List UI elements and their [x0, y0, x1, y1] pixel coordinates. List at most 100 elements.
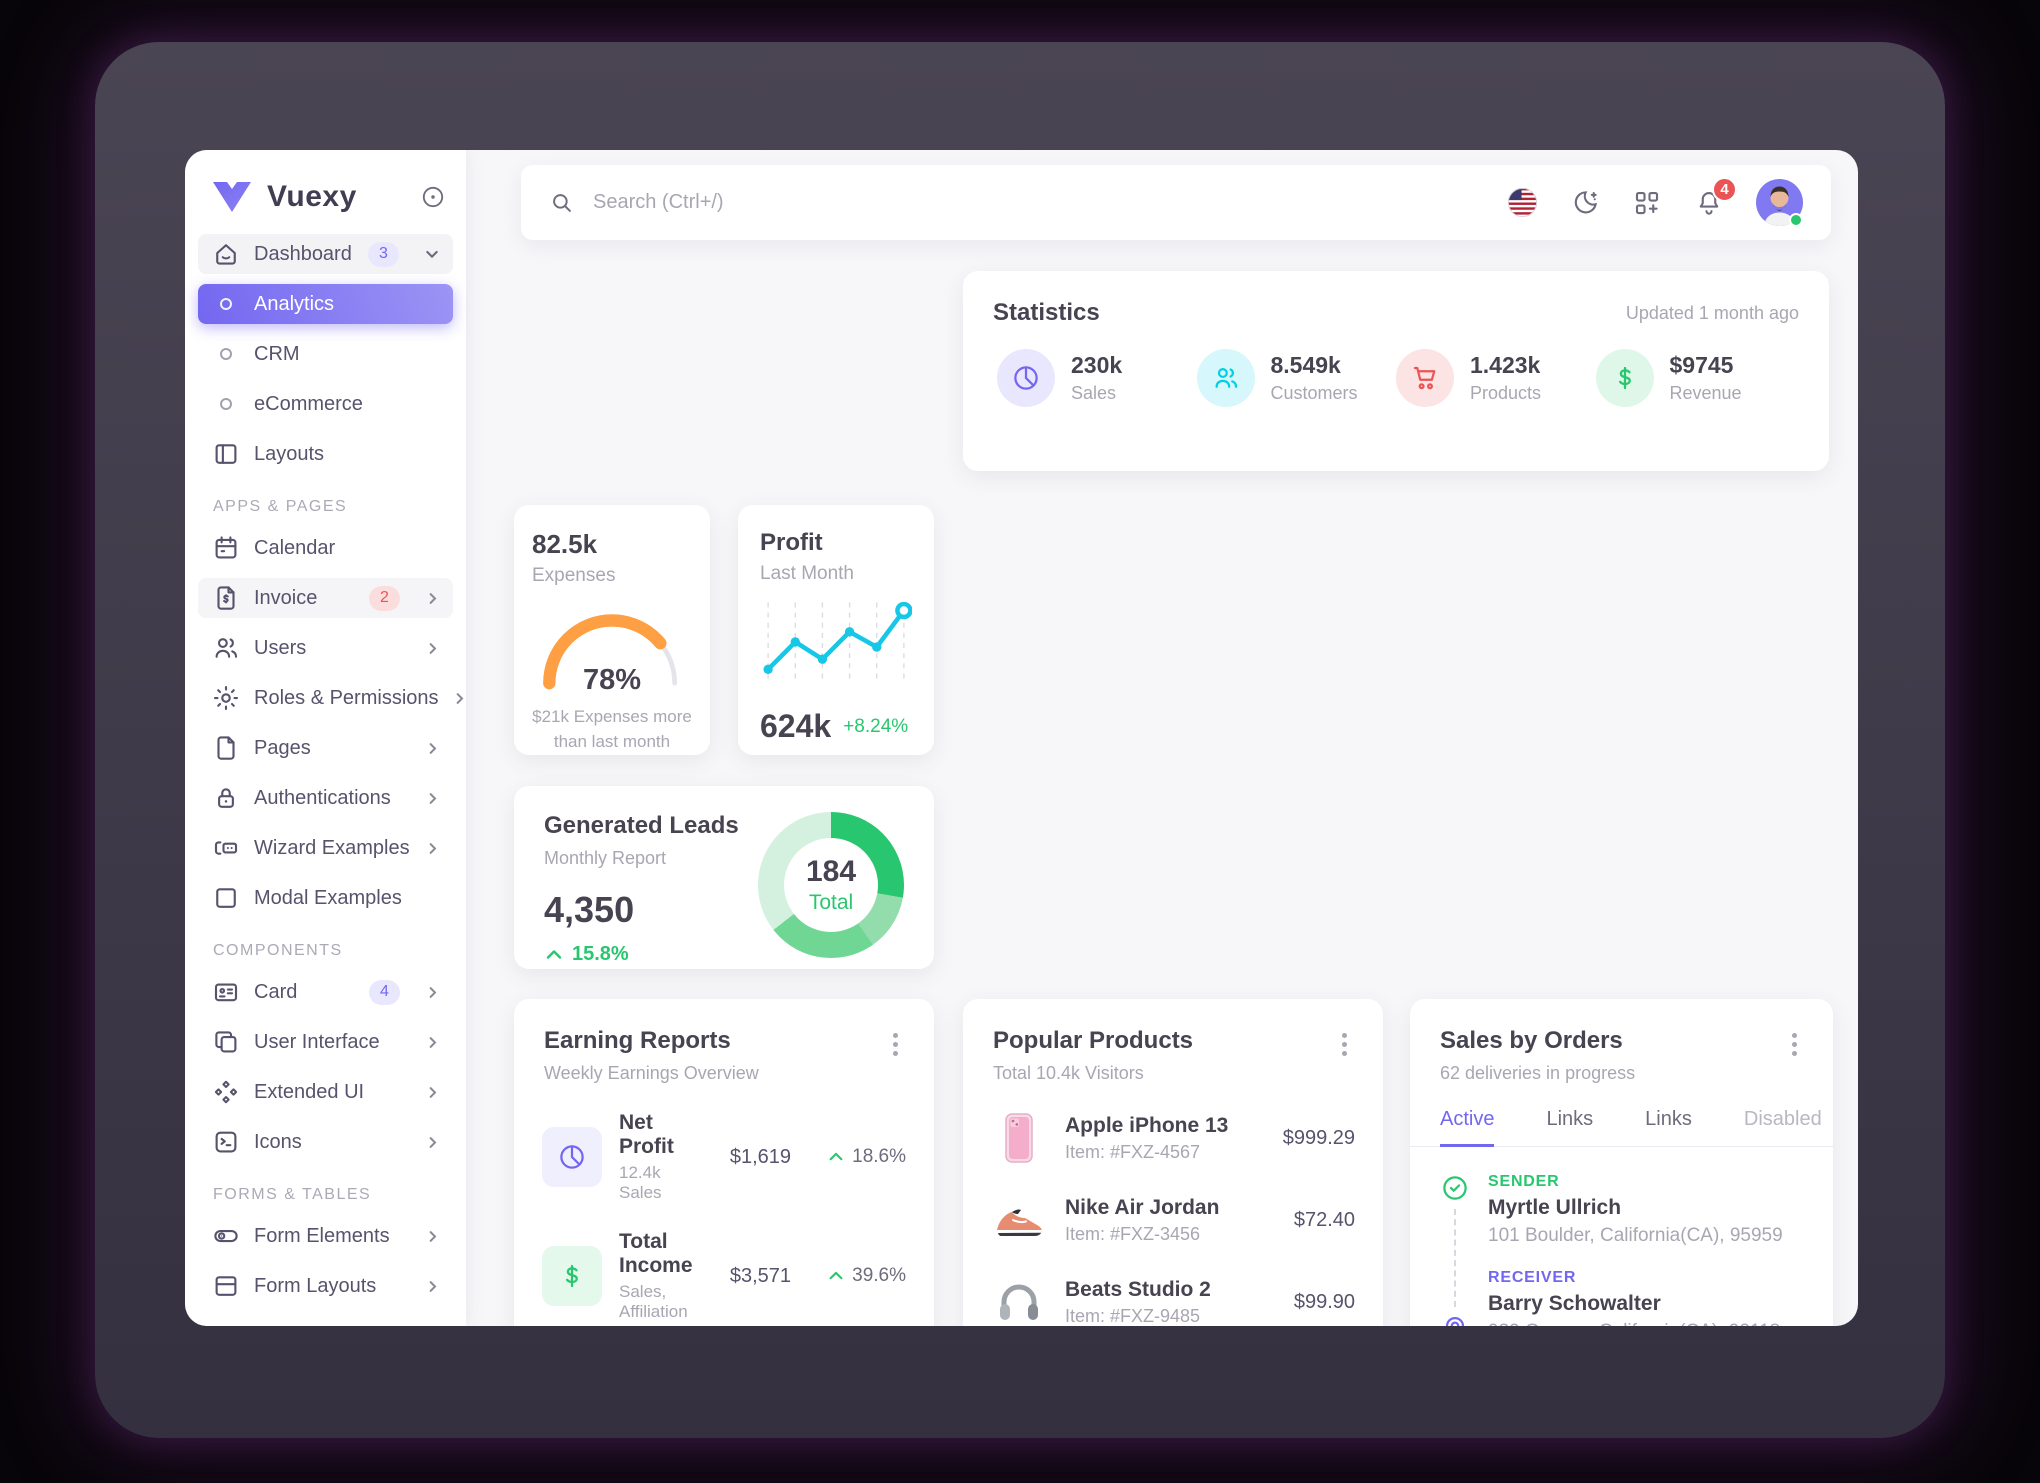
topbar: 4: [521, 165, 1831, 240]
sidebar: Vuexy Dashboard 3 Analytics CRM eC: [185, 150, 466, 1326]
sender-block: SENDER Myrtle Ullrich 101 Boulder, Calif…: [1488, 1173, 1783, 1247]
sidebar-item-crm[interactable]: CRM: [198, 334, 453, 374]
sender-name: Myrtle Ullrich: [1488, 1196, 1622, 1219]
leads-change: 15.8%: [572, 943, 629, 965]
chevron-right-icon: [429, 742, 437, 754]
map-pin-icon: [1445, 1317, 1465, 1326]
sidebar-item-dashboard[interactable]: Dashboard 3: [198, 234, 453, 274]
chevron-right-icon: [456, 692, 463, 704]
users-icon: [1196, 349, 1255, 407]
statistics-updated: Updated 1 month ago: [1625, 303, 1799, 323]
chevron-right-icon: [429, 642, 437, 654]
sidebar-item-roles-permissions[interactable]: Roles & Permissions: [198, 678, 463, 718]
chevron-right-icon: [429, 1086, 437, 1098]
receiver-tag: RECEIVER: [1488, 1269, 1577, 1286]
leads-donut-chart: 184 Total: [758, 812, 904, 958]
vuexy-logo-icon: [213, 182, 251, 212]
sidebar-item-label: Roles & Permissions: [254, 686, 439, 709]
expenses-caption: $21k Expenses more than last month: [532, 707, 692, 751]
sidebar-item-wizard-examples[interactable]: Wizard Examples: [198, 828, 453, 868]
gear-icon: [213, 685, 239, 711]
sidebar-item-label: Modal Examples: [254, 886, 402, 909]
sidebar-item-label: Invoice: [254, 586, 318, 609]
tab-active[interactable]: Active: [1440, 1108, 1495, 1147]
sidebar-section-apps-pages: APPS & PAGES: [213, 498, 348, 515]
moon-icon[interactable]: [1570, 188, 1600, 218]
sidebar-item-users[interactable]: Users: [198, 628, 453, 668]
product-row-sneaker: Nike Air Jordan Item: #FXZ-3456 $72.40: [963, 1192, 1383, 1248]
dollar-icon: [1595, 349, 1654, 407]
generated-leads-card: Generated Leads Monthly Report 4,350 15.…: [514, 786, 934, 969]
sidebar-item-icons[interactable]: Icons: [198, 1122, 453, 1162]
invoice-icon: [217, 586, 235, 610]
notifications-button[interactable]: 4: [1694, 176, 1737, 218]
stat-products: 1.423k Products: [1396, 349, 1596, 407]
tab-links-1[interactable]: Links: [1546, 1108, 1594, 1130]
pie-chart-icon: [997, 349, 1055, 407]
receiver-name: Barry Schowalter: [1488, 1292, 1661, 1315]
sidebar-item-layouts[interactable]: Layouts: [198, 434, 453, 474]
wizard-icon: [214, 841, 238, 855]
brand[interactable]: Vuexy: [185, 150, 466, 234]
sidebar-section-forms-tables: FORMS & TABLES: [213, 1186, 372, 1203]
chevron-right-icon: [429, 1280, 437, 1292]
sidebar-item-label: CRM: [254, 342, 300, 365]
sidebar-item-ecommerce[interactable]: eCommerce: [198, 384, 453, 424]
lock-icon: [218, 788, 234, 808]
chevron-right-icon: [429, 986, 437, 998]
user-interface-icon: [215, 1031, 237, 1053]
expenses-card: 82.5k Expenses 78% $21k Expenses more th…: [514, 505, 710, 755]
kebab-menu-icon[interactable]: [1336, 1027, 1353, 1062]
leads-value: 4,350: [544, 889, 635, 930]
sidebar-item-invoice[interactable]: Invoice 2: [198, 578, 453, 618]
product-row-iphone: Apple iPhone 13 Item: #FXZ-4567 $999.29: [963, 1110, 1383, 1166]
calendar-icon: [215, 536, 237, 559]
sidebar-item-label: Layouts: [254, 442, 325, 465]
kebab-menu-icon[interactable]: [887, 1027, 904, 1062]
stat-customers: 8.549k Customers: [1196, 349, 1397, 407]
sidebar-pin-icon[interactable]: [420, 184, 446, 210]
kebab-menu-icon[interactable]: [1786, 1027, 1803, 1062]
receiver-block: RECEIVER Barry Schowalter 939 Orange, Ca…: [1488, 1269, 1783, 1326]
orders-subtitle: 62 deliveries in progress: [1440, 1063, 1636, 1083]
sidebar-item-calendar[interactable]: Calendar: [198, 528, 453, 568]
apps-grid-icon[interactable]: [1632, 188, 1662, 218]
users-icon: [215, 638, 238, 658]
us-flag-icon[interactable]: [1507, 187, 1538, 218]
toggle-icon: [214, 1229, 238, 1243]
tab-links-2[interactable]: Links: [1645, 1108, 1692, 1130]
donut-value: 184: [805, 855, 857, 888]
chevron-right-icon: [429, 592, 437, 604]
sidebar-item-analytics[interactable]: Analytics: [198, 284, 453, 324]
expenses-label: Expenses: [532, 565, 616, 586]
tab-disabled[interactable]: Disabled: [1743, 1108, 1822, 1130]
sidebar-item-form-layouts[interactable]: Form Layouts: [198, 1266, 453, 1306]
profit-title: Profit: [760, 529, 823, 556]
chevron-right-icon: [429, 842, 437, 854]
leads-subtitle: Monthly Report: [544, 848, 667, 868]
sidebar-item-extended-ui[interactable]: Extended UI: [198, 1072, 453, 1112]
dollar-icon: [542, 1246, 602, 1306]
sidebar-item-pages[interactable]: Pages: [198, 728, 453, 768]
sidebar-item-form-elements[interactable]: Form Elements: [198, 1216, 453, 1256]
sidebar-item-label: Extended UI: [254, 1080, 365, 1103]
app-window: Vuexy Dashboard 3 Analytics CRM eC: [185, 150, 1858, 1326]
sidebar-item-label: User Interface: [254, 1030, 380, 1053]
layout-rows-icon: [215, 1276, 237, 1296]
stat-revenue: $9745 Revenue: [1595, 349, 1796, 407]
sidebar-item-label: Pages: [254, 736, 311, 759]
sidebar-item-modal-examples[interactable]: Modal Examples: [198, 878, 453, 918]
search-input[interactable]: [593, 191, 1489, 214]
sidebar-item-card[interactable]: Card 4: [198, 972, 453, 1012]
sidebar-item-authentications[interactable]: Authentications: [198, 778, 453, 818]
earning-row-total-income: Total Income Sales, Affiliation $3,571 39…: [514, 1230, 934, 1322]
bullet-icon: [211, 298, 241, 310]
popular-products-card: Popular Products Total 10.4k Visitors Ap…: [963, 999, 1383, 1326]
product-row-headphones: Beats Studio 2 Item: #FXZ-9485 $99.90: [963, 1274, 1383, 1326]
user-avatar[interactable]: [1756, 179, 1803, 227]
pie-chart-icon: [542, 1127, 602, 1187]
sender-tag: SENDER: [1488, 1173, 1560, 1190]
sidebar-item-user-interface[interactable]: User Interface: [198, 1022, 453, 1062]
id-card-icon: [214, 983, 238, 1002]
diamonds-icon: [214, 1080, 238, 1104]
